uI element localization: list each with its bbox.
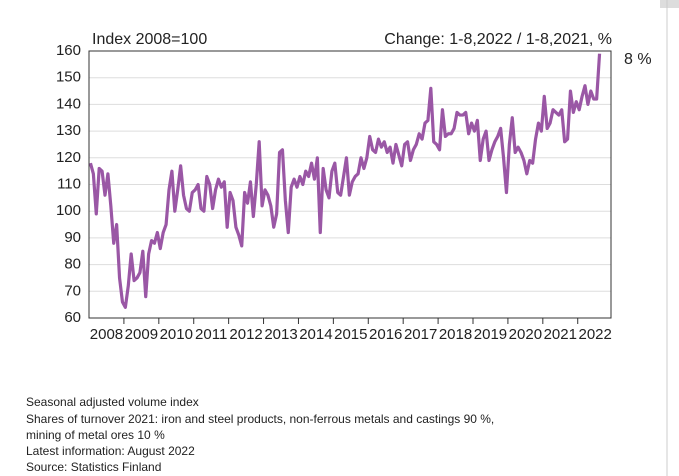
x-tick-label: 2020: [509, 326, 542, 343]
x-tick-label: 2011: [195, 326, 227, 343]
note: Shares of turnover 2021: iron and steel …: [26, 412, 494, 426]
plot-frame: [88, 50, 612, 319]
frame-edge: [660, 0, 679, 8]
note: mining of metal ores 10 %: [26, 428, 165, 442]
y-tick-label: 110: [57, 175, 81, 192]
y-tick-label: 150: [56, 69, 81, 86]
subtitle-right: Change: 1-8,2022 / 1-8,2021, %: [384, 31, 612, 48]
y-tick-label: 160: [56, 42, 81, 59]
y-tick-label: 80: [64, 256, 81, 273]
x-tick-label: 2016: [369, 326, 402, 343]
annotation: 8 %: [624, 51, 652, 68]
y-tick-label: 120: [56, 149, 81, 166]
y-tick-label: 90: [64, 229, 81, 246]
y-tick-label: 70: [64, 282, 81, 299]
note: Seasonal adjusted volume index: [26, 395, 199, 409]
x-tick-label: 2017: [404, 326, 437, 343]
x-tick-label: 2022: [578, 326, 611, 343]
x-tick-label: 2013: [264, 326, 297, 343]
x-tick-label: 2012: [229, 326, 262, 343]
x-tick-label: 2015: [334, 326, 367, 343]
x-tick-label: 2010: [160, 326, 193, 343]
x-tick-label: 2009: [125, 326, 158, 343]
y-tick-label: 60: [64, 309, 81, 326]
note: Source: Statistics Finland: [26, 460, 161, 474]
subtitle-left: Index 2008=100: [92, 31, 207, 48]
x-tick-label: 2019: [474, 326, 507, 343]
x-tick-label: 2021: [544, 326, 577, 343]
x-tick-label: 2018: [439, 326, 472, 343]
x-tick-label: 2008: [90, 326, 123, 343]
x-tick-label: 2014: [299, 326, 332, 343]
y-tick-label: 130: [56, 122, 81, 139]
y-tick-label: 100: [56, 202, 81, 219]
note: Latest information: August 2022: [26, 444, 195, 458]
data-line: [88, 53, 602, 309]
y-tick-label: 140: [56, 95, 81, 112]
